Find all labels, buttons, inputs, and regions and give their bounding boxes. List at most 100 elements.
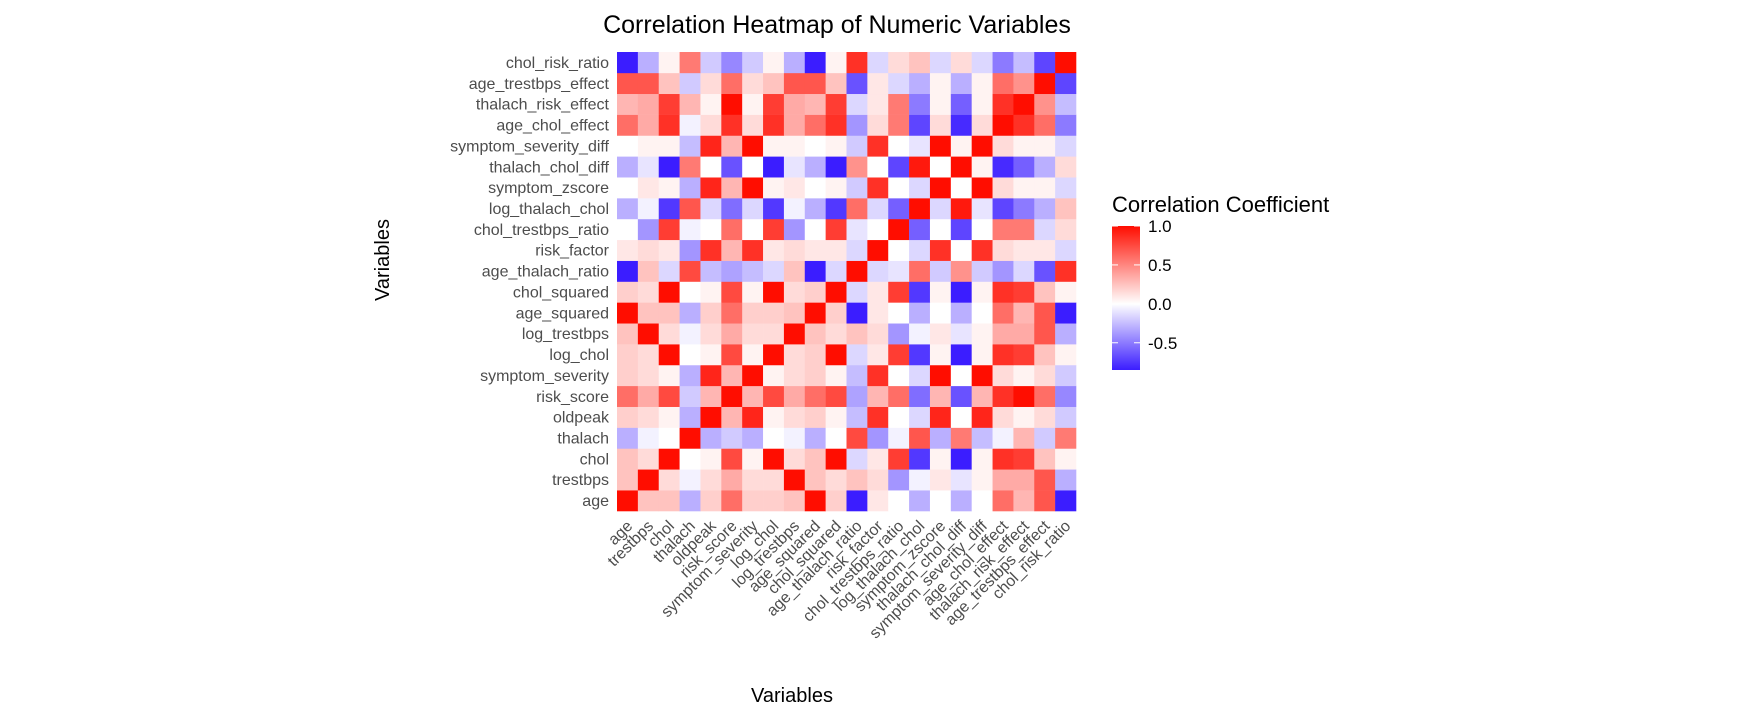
heatmap-cell-age_trestbps_effect-age (617, 72, 639, 95)
heatmap-cell-thalach-log_thalach_chol (909, 427, 931, 449)
heatmap-cell-chol_squared-age_chol_effect (992, 281, 1014, 303)
heatmap-cell-age_chol_effect-chol (658, 114, 680, 136)
heatmap-cell-chol_squared-log_thalach_chol (909, 281, 931, 303)
heatmap-cell-risk_factor-oldpeak (700, 239, 722, 261)
heatmap-cell-age_chol_effect-chol_trestbps_ratio (888, 114, 910, 136)
heatmap-cell-symptom_severity-thalach_chol_diff (950, 364, 972, 387)
heatmap-cell-thalach-age (617, 427, 639, 449)
heatmap-cell-thalach_risk_effect-age_chol_effect (992, 93, 1014, 115)
heatmap-cell-age_trestbps_effect-symptom_severity (742, 72, 764, 95)
heatmap-cell-age_squared-age_chol_effect (992, 302, 1014, 324)
heatmap-cell-thalach_risk_effect-age (617, 93, 639, 115)
heatmap-cell-chol-chol_trestbps_ratio (888, 448, 910, 470)
y-tick-label-oldpeak: oldpeak (553, 410, 610, 427)
heatmap-cell-risk_score-risk_score (721, 385, 743, 407)
heatmap-cell-age-risk_factor (867, 490, 889, 512)
heatmap-cell-risk_factor-trestbps (637, 239, 660, 261)
y-tick-label-age_thalach_ratio: age_thalach_ratio (482, 264, 609, 281)
heatmap-cell-age_thalach_ratio-age_trestbps_effect (1034, 260, 1056, 282)
heatmap-cell-risk_factor-chol_squared (825, 239, 847, 261)
heatmap-cell-symptom_zscore-chol_squared (825, 177, 847, 199)
heatmap-cell-age-chol_trestbps_ratio (888, 490, 910, 512)
heatmap-cell-risk_score-chol_risk_ratio (1055, 385, 1077, 407)
heatmap-cell-chol-symptom_zscore (929, 448, 952, 470)
heatmap-cell-log_trestbps-chol_squared (825, 323, 847, 345)
heatmap-cell-chol_squared-chol_trestbps_ratio (888, 281, 910, 303)
heatmap-cell-thalach_risk_effect-age_thalach_ratio (846, 93, 868, 115)
heatmap-cell-trestbps-symptom_severity_diff (971, 469, 993, 491)
heatmap-cell-risk_score-thalach_chol_diff (950, 385, 972, 407)
heatmap-cell-risk_factor-log_chol (763, 239, 785, 261)
heatmap-cell-log_thalach_chol-log_thalach_chol (909, 198, 931, 220)
heatmap-cell-age_thalach_ratio-log_trestbps (783, 260, 806, 282)
y-tick-label-risk_factor: risk_factor (535, 243, 609, 260)
heatmap-cell-trestbps-symptom_zscore (929, 469, 952, 491)
heatmap-cell-chol_squared-chol_squared (825, 281, 847, 303)
heatmap-cell-symptom_severity-oldpeak (700, 364, 722, 387)
heatmap-cell-log_trestbps-symptom_severity_diff (971, 323, 993, 345)
heatmap-cell-chol_squared-log_chol (763, 281, 785, 303)
heatmap-cell-thalach-symptom_severity (742, 427, 764, 449)
heatmap-cell-chol_squared-trestbps (637, 281, 660, 303)
heatmap-cell-age_squared-symptom_severity_diff (971, 302, 993, 324)
heatmap-cell-trestbps-age_chol_effect (992, 469, 1014, 491)
heatmap-cell-chol_risk_ratio-chol_risk_ratio (1055, 52, 1077, 74)
heatmap-cell-symptom_severity_diff-age_trestbps_effect (1034, 135, 1056, 157)
heatmap-cell-thalach_chol_diff-symptom_severity (742, 156, 764, 178)
heatmap-cell-trestbps-thalach_risk_effect (1013, 469, 1035, 491)
heatmap-cell-thalach_risk_effect-thalach_risk_effect (1013, 93, 1035, 115)
heatmap-cell-thalach_chol_diff-thalach_risk_effect (1013, 156, 1035, 178)
heatmap-cell-age-age (617, 490, 639, 512)
heatmap-cell-risk_factor-age_thalach_ratio (846, 239, 868, 261)
heatmap-cell-log_chol-oldpeak (700, 344, 722, 366)
heatmap-cell-chol_risk_ratio-symptom_zscore (929, 52, 952, 74)
heatmap-cell-age_chol_effect-thalach_risk_effect (1013, 114, 1035, 136)
heatmap-cell-chol_trestbps_ratio-thalach_risk_effect (1013, 218, 1035, 241)
heatmap-cell-thalach_risk_effect-symptom_zscore (929, 93, 952, 115)
heatmap-cell-symptom_severity-thalach_risk_effect (1013, 364, 1035, 387)
heatmap-cell-symptom_zscore-thalach_chol_diff (950, 177, 972, 199)
heatmap-cell-age_chol_effect-risk_score (721, 114, 743, 136)
heatmap-cell-chol_risk_ratio-age (617, 52, 639, 74)
heatmap-cell-log_trestbps-age_squared (804, 323, 826, 345)
heatmap-cell-symptom_severity-chol_trestbps_ratio (888, 364, 910, 387)
heatmap-cell-age_trestbps_effect-trestbps (637, 72, 660, 95)
heatmap-cell-log_thalach_chol-chol_risk_ratio (1055, 198, 1077, 220)
heatmap-cell-chol_trestbps_ratio-chol_squared (825, 218, 847, 241)
heatmap-cell-thalach-thalach_chol_diff (950, 427, 972, 449)
heatmap-cell-age_trestbps_effect-age_chol_effect (992, 72, 1014, 95)
heatmap-cell-symptom_severity-trestbps (637, 364, 660, 387)
heatmap-cell-chol_risk_ratio-age_squared (804, 52, 826, 74)
heatmap-cell-thalach_chol_diff-chol_trestbps_ratio (888, 156, 910, 178)
heatmap-cell-log_trestbps-log_thalach_chol (909, 323, 931, 345)
heatmap-cell-trestbps-oldpeak (700, 469, 722, 491)
heatmap-cell-thalach-chol (658, 427, 680, 449)
heatmap-cell-age_thalach_ratio-thalach_chol_diff (950, 260, 972, 282)
heatmap-cell-log_chol-age_thalach_ratio (846, 344, 868, 366)
heatmap-cell-symptom_zscore-age_squared (804, 177, 826, 199)
heatmap-cell-chol-risk_score (721, 448, 743, 470)
heatmap-cell-symptom_severity_diff-thalach_chol_diff (950, 135, 972, 157)
heatmap-cell-chol_trestbps_ratio-log_trestbps (783, 218, 806, 241)
heatmap-cell-trestbps-chol_risk_ratio (1055, 469, 1077, 491)
heatmap-cell-thalach_chol_diff-trestbps (637, 156, 660, 178)
heatmap-cell-chol_squared-age_trestbps_effect (1034, 281, 1056, 303)
heatmap-cell-log_chol-chol_squared (825, 344, 847, 366)
heatmap-cell-log_chol-log_chol (763, 344, 785, 366)
heatmap-cell-thalach_chol_diff-log_trestbps (783, 156, 806, 178)
heatmap-cell-symptom_zscore-chol_risk_ratio (1055, 177, 1077, 199)
heatmap-cell-thalach_chol_diff-symptom_zscore (929, 156, 952, 178)
heatmap-cell-trestbps-age (617, 469, 639, 491)
heatmap-cell-age_squared-log_trestbps (783, 302, 806, 324)
heatmap-cell-log_thalach_chol-age_thalach_ratio (846, 198, 868, 220)
heatmap-cell-risk_score-age_thalach_ratio (846, 385, 868, 407)
heatmap-cell-oldpeak-oldpeak (700, 406, 722, 428)
heatmap-cell-symptom_severity-risk_factor (867, 364, 889, 387)
heatmap-cell-log_trestbps-chol (658, 323, 680, 345)
heatmap-cell-chol_trestbps_ratio-chol_risk_ratio (1055, 218, 1077, 241)
heatmap-cell-log_chol-symptom_severity (742, 344, 764, 366)
heatmap-cell-log_trestbps-trestbps (637, 323, 660, 345)
heatmap-cell-log_thalach_chol-trestbps (637, 198, 660, 220)
heatmap-cell-thalach_risk_effect-chol_squared (825, 93, 847, 115)
heatmap-cell-thalach-chol_squared (825, 427, 847, 449)
